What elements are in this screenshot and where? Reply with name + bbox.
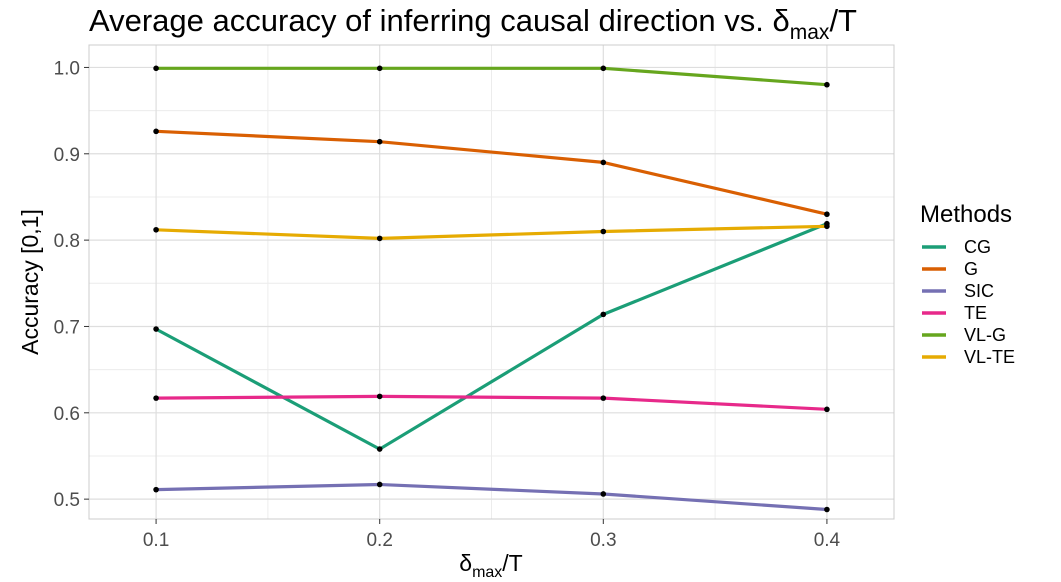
x-tick-label: 0.3 xyxy=(590,530,616,551)
legend-label-vl-g: VL-G xyxy=(964,325,1006,345)
series-line-cg xyxy=(154,222,829,451)
data-point-vl-te xyxy=(824,223,830,230)
chart-title-tail: /T xyxy=(829,3,857,38)
data-point-cg xyxy=(153,326,159,332)
legend-label-te: TE xyxy=(964,303,987,323)
series-line-g xyxy=(154,129,829,216)
data-point-vl-te xyxy=(600,228,607,235)
series-points xyxy=(153,65,830,513)
series-lines xyxy=(154,66,829,512)
series-line-vl-te xyxy=(154,224,829,240)
chart-title: Average accuracy of inferring causal dir… xyxy=(89,3,857,44)
legend-label-cg: CG xyxy=(964,237,991,257)
x-axis-title: δmax/T xyxy=(459,550,523,581)
series-line-te xyxy=(154,394,829,411)
legend-label-sic: SIC xyxy=(964,281,994,301)
x-axis-ticks: 0.1 0.2 0.3 0.4 xyxy=(143,519,841,551)
x-axis-title-main: δ xyxy=(459,550,472,576)
grid-minor xyxy=(89,45,894,519)
x-axis-title-tail: /T xyxy=(502,550,522,576)
y-tick-label: 1.0 xyxy=(54,58,80,79)
y-axis-title: Accuracy [0,1] xyxy=(17,209,43,355)
series-line-vl-g xyxy=(154,66,829,87)
data-point-cg xyxy=(600,311,607,318)
chart-title-main: Average accuracy of inferring causal dir… xyxy=(89,3,790,38)
y-tick-label: 0.6 xyxy=(54,404,80,425)
y-axis-ticks: 0.5 0.6 0.7 0.8 0.9 1.0 xyxy=(54,58,89,511)
legend-label-g: G xyxy=(964,259,978,279)
legend-label-vl-te: VL-TE xyxy=(964,347,1015,367)
series-line-sic xyxy=(154,482,829,512)
data-point-vl-g xyxy=(376,65,383,72)
data-point-cg xyxy=(376,446,383,452)
data-point-vl-te xyxy=(376,235,383,242)
x-tick-label: 0.4 xyxy=(814,530,841,551)
data-point-vl-g xyxy=(824,81,830,88)
data-point-g xyxy=(600,159,607,166)
y-tick-label: 0.7 xyxy=(54,317,80,338)
data-point-te xyxy=(824,406,830,413)
y-tick-label: 0.8 xyxy=(54,231,80,252)
x-tick-label: 0.2 xyxy=(366,530,392,551)
data-point-te xyxy=(153,395,159,401)
data-point-sic xyxy=(153,486,159,493)
data-point-g xyxy=(824,211,830,218)
data-point-g xyxy=(376,138,383,145)
data-point-vl-te xyxy=(153,226,159,233)
data-point-vl-g xyxy=(153,65,159,72)
data-point-sic xyxy=(824,506,830,513)
x-axis-title-subscript: max xyxy=(472,564,502,581)
chart-title-subscript: max xyxy=(790,21,830,44)
x-tick-label: 0.1 xyxy=(143,530,169,551)
data-point-vl-g xyxy=(600,65,607,72)
data-point-te xyxy=(376,393,383,400)
data-point-te xyxy=(600,395,607,401)
y-tick-label: 0.5 xyxy=(54,490,80,511)
y-tick-label: 0.9 xyxy=(54,145,80,166)
data-point-g xyxy=(153,128,159,135)
legend-title: Methods xyxy=(920,201,1012,228)
plot-panel-border xyxy=(88,44,895,520)
data-point-sic xyxy=(600,491,607,497)
data-point-sic xyxy=(376,481,383,488)
